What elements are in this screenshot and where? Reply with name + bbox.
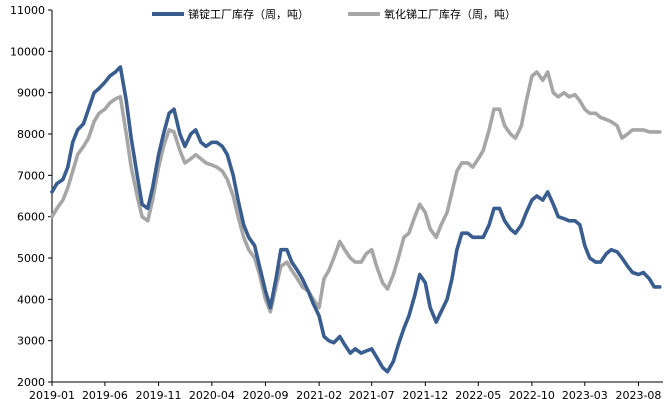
y-tick-label: 2000 [17,376,45,389]
plot-area [50,65,662,374]
legend-label-antimony-oxide: 氧化锑工厂库存（周，吨） [384,7,516,21]
y-tick-label: 7000 [17,169,45,182]
y-tick-label: 3000 [17,335,45,348]
x-tick-label: 2020-04 [189,389,235,399]
x-tick-label: 2023-03 [562,389,608,399]
x-tick-label: 2019-06 [82,389,128,399]
x-tick-label: 2019-11 [136,389,182,399]
x-tick-label: 2019-01 [29,389,75,399]
axes: 2000 3000 4000 5000 6000 7000 8000 9000 10000 110… [10,4,663,399]
y-tick-label: 5000 [17,252,45,265]
legend: 锑锭工厂库存（周，吨） 氧化锑工厂库存（周，吨） [152,7,516,21]
y-tick-label: 6000 [17,211,45,224]
x-tick-label: 2022-10 [509,389,555,399]
x-tick-label: 2020-09 [242,389,288,399]
x-tick-label: 2021-12 [402,389,448,399]
x-tick-label: 2021-07 [349,389,395,399]
y-tick-label: 11000 [10,4,45,17]
x-tick-label: 2021-02 [296,389,342,399]
series-line-antimony-oxide [50,70,662,314]
y-tick-label: 8000 [17,128,45,141]
legend-label-antimony-ingot: 锑锭工厂库存（周，吨） [188,7,309,21]
y-tick-label: 4000 [17,293,45,306]
y-tick-label: 10000 [10,45,45,58]
y-tick-label: 9000 [17,87,45,100]
x-tick-label: 2022-05 [455,389,501,399]
x-tick-label: 2023-08 [615,389,661,399]
series-line-antimony-ingot [50,65,662,374]
